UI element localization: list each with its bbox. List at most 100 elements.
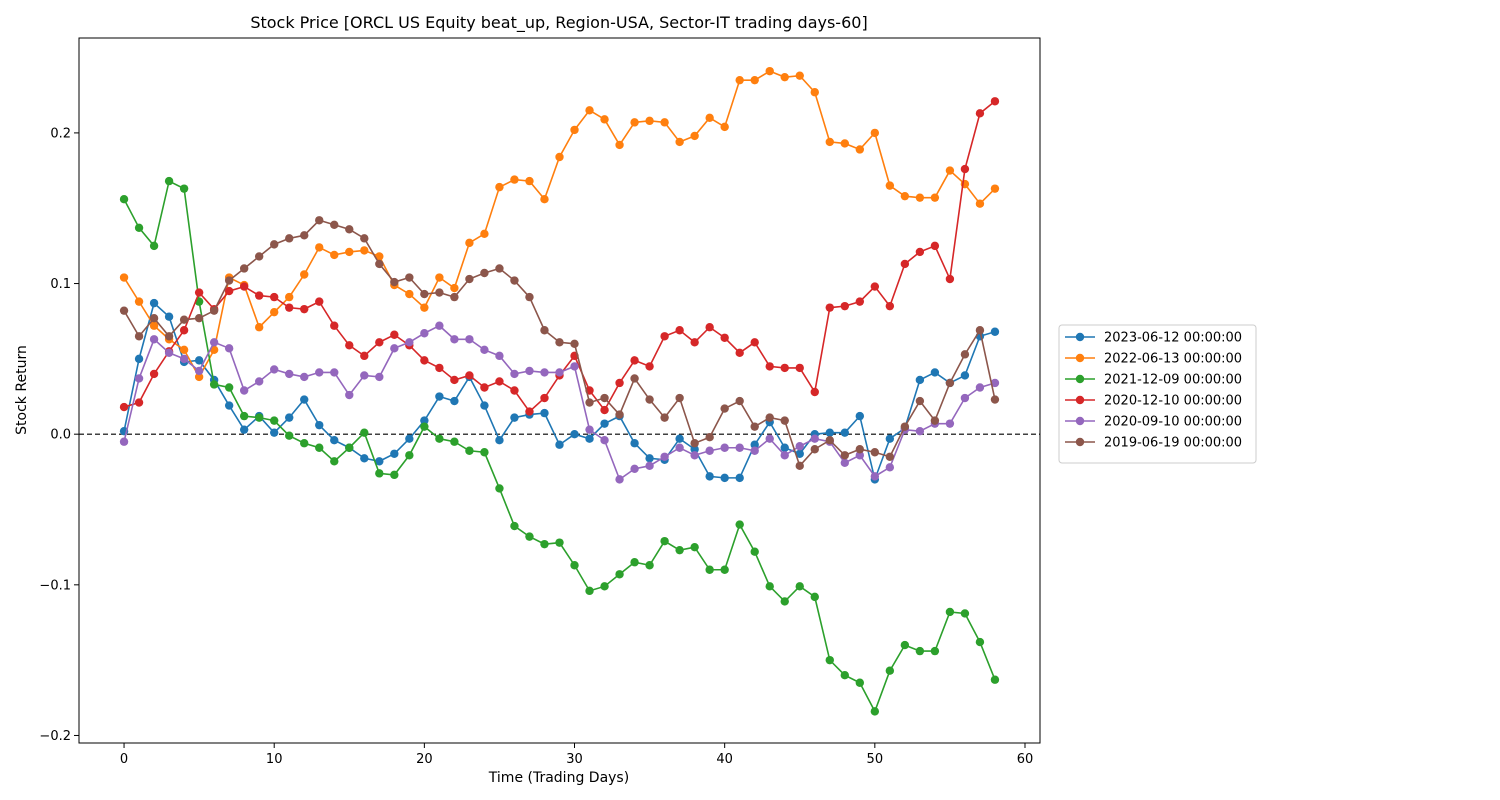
- series-5: [119, 216, 1000, 471]
- data-point: [780, 451, 789, 460]
- data-point: [270, 416, 279, 425]
- data-point: [945, 419, 955, 428]
- data-point: [224, 286, 234, 296]
- data-point: [254, 252, 264, 261]
- data-point: [825, 436, 834, 445]
- data-point: [330, 250, 339, 260]
- data-point: [915, 247, 925, 257]
- data-point: [134, 374, 144, 383]
- data-point: [750, 547, 759, 556]
- data-point: [300, 231, 309, 240]
- data-point: [345, 443, 354, 452]
- data-point: [285, 413, 294, 422]
- data-point: [675, 434, 684, 443]
- x-tick-label: 20: [416, 752, 433, 767]
- legend-marker: [1075, 332, 1085, 342]
- data-point: [645, 395, 654, 404]
- data-point: [405, 451, 414, 460]
- data-point: [315, 368, 324, 377]
- x-tick-label: 30: [566, 752, 583, 767]
- data-point: [119, 194, 129, 204]
- data-point: [675, 137, 684, 147]
- data-point: [840, 139, 849, 148]
- data-point: [465, 274, 474, 284]
- data-point: [360, 246, 369, 255]
- x-tick-label: 50: [867, 752, 884, 767]
- data-point: [840, 451, 849, 460]
- data-point: [930, 193, 940, 202]
- data-point: [555, 152, 564, 162]
- data-point: [975, 637, 985, 647]
- data-point: [945, 378, 955, 388]
- data-point: [540, 408, 549, 418]
- plot-frame: [78, 37, 1041, 744]
- data-point: [960, 350, 970, 359]
- data-point: [780, 597, 789, 606]
- data-point: [750, 446, 759, 455]
- data-point: [945, 607, 955, 617]
- data-point: [540, 326, 549, 335]
- data-point: [870, 282, 880, 291]
- data-point: [525, 292, 534, 302]
- data-point: [900, 422, 910, 431]
- data-point: [840, 671, 849, 680]
- data-point: [420, 416, 429, 425]
- y-tick-label: −0.1: [39, 578, 71, 593]
- data-point: [975, 199, 985, 208]
- data-point: [960, 164, 970, 174]
- data-point: [855, 297, 865, 306]
- data-point: [555, 368, 564, 377]
- data-point: [465, 335, 474, 344]
- data-point: [495, 351, 504, 361]
- data-point: [525, 366, 534, 376]
- data-point: [750, 75, 759, 85]
- data-point: [435, 434, 444, 443]
- data-point: [510, 386, 519, 395]
- data-point: [960, 371, 970, 380]
- data-point: [420, 289, 429, 299]
- data-point: [315, 297, 324, 306]
- legend-marker: [1075, 437, 1085, 447]
- x-axis-title: Time (Trading Days): [488, 770, 629, 786]
- data-point: [750, 422, 759, 431]
- data-point: [495, 377, 504, 386]
- data-point: [720, 404, 729, 413]
- data-point: [945, 274, 955, 284]
- data-point: [795, 442, 804, 451]
- data-point: [600, 115, 609, 124]
- legend-label: 2020-12-10 00:00:00: [1104, 394, 1242, 409]
- data-point: [345, 341, 354, 350]
- data-point: [149, 298, 159, 308]
- data-point: [510, 175, 519, 184]
- data-point: [480, 448, 489, 457]
- data-point: [885, 434, 895, 443]
- data-point: [270, 307, 279, 317]
- data-point: [390, 470, 399, 480]
- data-point: [300, 372, 309, 382]
- data-point: [360, 454, 369, 463]
- data-point: [420, 303, 429, 312]
- data-point: [285, 303, 294, 312]
- data-point: [915, 426, 925, 436]
- data-point: [164, 332, 174, 341]
- data-point: [525, 532, 534, 541]
- data-point: [975, 383, 985, 392]
- data-point: [990, 675, 1000, 684]
- data-point: [900, 259, 910, 269]
- data-point: [840, 458, 849, 468]
- data-point: [555, 538, 564, 547]
- data-point: [390, 344, 399, 353]
- data-point: [630, 374, 639, 383]
- data-point: [270, 428, 279, 437]
- data-point: [615, 140, 624, 150]
- chart-title: Stock Price [ORCL US Equity beat_up, Reg…: [250, 13, 867, 33]
- data-point: [735, 443, 744, 452]
- data-point: [720, 443, 729, 452]
- data-point: [930, 241, 940, 251]
- data-point: [134, 297, 144, 306]
- data-point: [420, 356, 429, 365]
- data-point: [510, 521, 519, 531]
- legend-label: 2021-12-09 00:00:00: [1104, 373, 1242, 388]
- data-point: [435, 363, 444, 373]
